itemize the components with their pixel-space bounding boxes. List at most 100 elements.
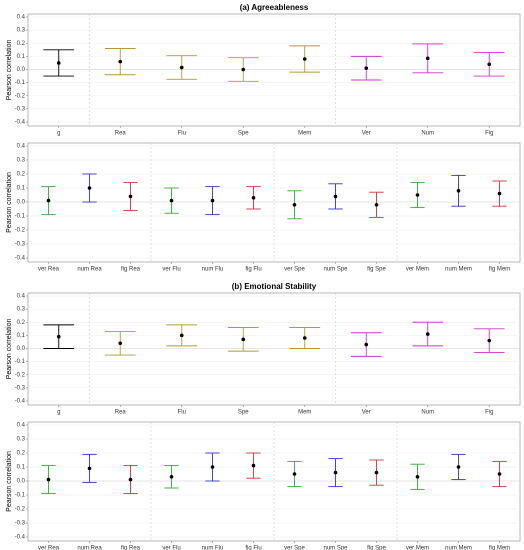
y-tick-label: 0.4 [17,294,26,300]
y-tick-label: -0.2 [15,372,26,378]
x-tick-label: fig Flu [245,267,261,273]
point [374,203,379,207]
point [251,463,256,468]
point [46,198,51,203]
point [425,56,430,61]
y-tick-label: 0.1 [17,465,26,471]
x-tick-label: Flu [178,131,186,137]
point [210,198,215,203]
plot-frame [27,292,521,406]
y-tick-label: 0.2 [17,451,26,457]
point [292,203,297,207]
x-tick-label: Mem [298,410,311,416]
x-tick-label: fig Spe [367,546,386,550]
point [302,336,307,340]
x-tick-label: ver Spe [284,546,305,550]
y-tick-label: -0.3 [15,521,26,527]
y-tick-label: -0.2 [15,93,26,99]
x-tick-label: num Spe [323,267,348,273]
x-tick-label: ver Rea [38,546,60,550]
point [333,470,338,475]
y-tick-label: 0.0 [17,479,26,485]
y-tick-label: -0.1 [15,359,26,365]
point [374,470,379,475]
point [179,333,184,338]
y-tick-label: -0.4 [15,256,26,262]
y-tick-label: 0.3 [17,28,26,34]
x-tick-label: Ver [362,131,371,137]
y-tick-label: -0.1 [15,80,26,86]
y-tick-label: -0.3 [15,242,26,248]
y-axis-label: Pearson correlation [6,319,13,380]
point [425,332,430,336]
point [456,465,461,469]
y-tick-label: 0.4 [17,15,26,21]
x-tick-label: num Rea [77,267,102,273]
x-tick-label: Num [421,131,434,137]
point [128,194,133,199]
x-tick-label: g [57,131,60,137]
point [210,465,215,469]
y-tick-label: 0.4 [17,423,26,429]
x-tick-label: Mem [298,131,311,137]
y-axis-label: Pearson correlation [6,172,13,233]
x-tick-label: fig Mem [489,546,510,550]
y-tick-label: 0.0 [17,346,26,352]
panel-title: (a) Agreeableness [240,3,309,12]
y-tick-label: 0.2 [17,41,26,47]
y-tick-label: -0.2 [15,228,26,234]
y-tick-label: -0.2 [15,507,26,513]
point [251,196,256,200]
y-tick-label: 0.0 [17,67,26,73]
y-tick-label: 0.3 [17,158,26,164]
y-tick-label: 0.2 [17,172,26,178]
point [87,466,92,471]
point [497,191,502,196]
x-tick-label: ver Flu [162,267,180,273]
point [241,67,246,72]
y-tick-label: 0.0 [17,200,26,206]
point [169,198,174,203]
x-tick-label: fig Flu [245,546,261,550]
point [179,65,184,70]
point [415,475,420,479]
point [56,61,61,65]
x-tick-label: ver Rea [38,267,60,273]
point [487,338,492,343]
point [87,186,92,190]
plot-frame [27,421,521,542]
x-tick-label: num Mem [445,267,472,273]
x-tick-label: ver Flu [162,546,180,550]
point [333,194,338,199]
y-tick-label: 0.3 [17,437,26,443]
x-tick-label: Spe [238,131,249,137]
point [364,342,369,347]
y-tick-label: -0.3 [15,385,26,391]
y-tick-label: 0.3 [17,307,26,313]
y-tick-label: -0.4 [15,535,26,541]
x-tick-label: fig Rea [121,267,141,273]
x-tick-label: num Flu [202,267,224,273]
x-tick-label: Fig [485,410,493,416]
x-tick-label: Rea [115,131,127,137]
point [415,193,420,197]
point [364,66,369,70]
x-tick-label: ver Mem [406,267,429,273]
y-axis-label: Pearson correlation [6,40,13,101]
plot-frame [27,13,521,127]
y-tick-label: -0.1 [15,214,26,220]
point [118,341,123,346]
y-tick-label: 0.4 [17,144,26,150]
x-tick-label: fig Spe [367,267,386,273]
x-tick-label: Fig [485,131,493,137]
x-tick-label: num Mem [445,546,472,550]
point [456,189,461,193]
point [128,477,133,482]
point [487,62,492,67]
point [46,477,51,482]
y-tick-label: 0.1 [17,186,26,192]
x-tick-label: g [57,410,60,416]
point [56,334,61,339]
plot-frame [27,142,521,263]
